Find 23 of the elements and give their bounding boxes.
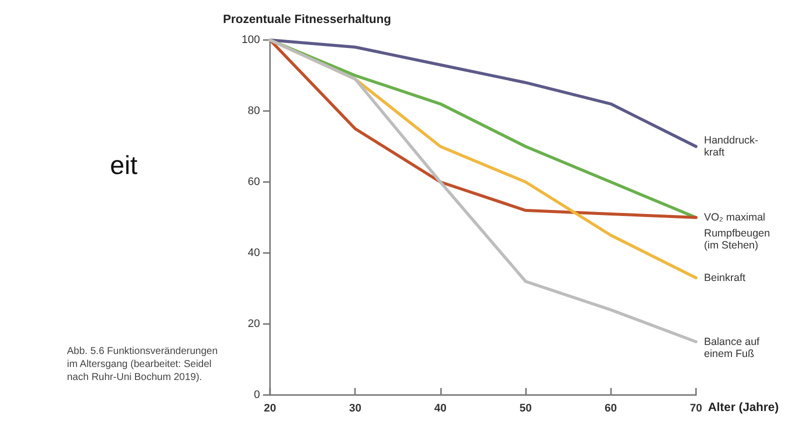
y-tick-label: 20 [248,318,260,330]
line-series [268,38,698,148]
y-tick-label: 40 [248,247,260,259]
line-series [268,38,698,344]
x-axis-title: Alter (Jahre) [708,400,779,414]
series-label: Balance auf einem Fuß [704,336,760,360]
y-tick-label: 80 [248,105,260,117]
y-tick-label: 100 [242,34,260,46]
caption: Abb. 5.6 Funktionsveränderungen im Altersgang (bearbeitet: Seidel nach Ruhr-Uni Bochum 2019). [67,346,220,383]
x-tick-label: 50 [519,402,532,414]
y-tick-label: 0 [254,389,260,401]
chart-title: Prozentuale Fitnesserhaltung [223,12,392,26]
series-label: Beinkraft [704,272,746,284]
text: eit [110,150,138,180]
y-tick-label: 60 [248,176,260,188]
x-tick-label: 30 [349,402,362,414]
x-tick-label: 40 [434,402,447,414]
x-tick-label: 70 [690,402,702,414]
x-tick-label: 60 [604,402,617,414]
series-label: VO₂ maximal [704,212,766,224]
series-label: Handdruck- kraft [704,134,759,158]
series-label: Rumpfbeugen (im Stehen) [704,228,770,252]
x-tick-label: 20 [264,402,276,414]
